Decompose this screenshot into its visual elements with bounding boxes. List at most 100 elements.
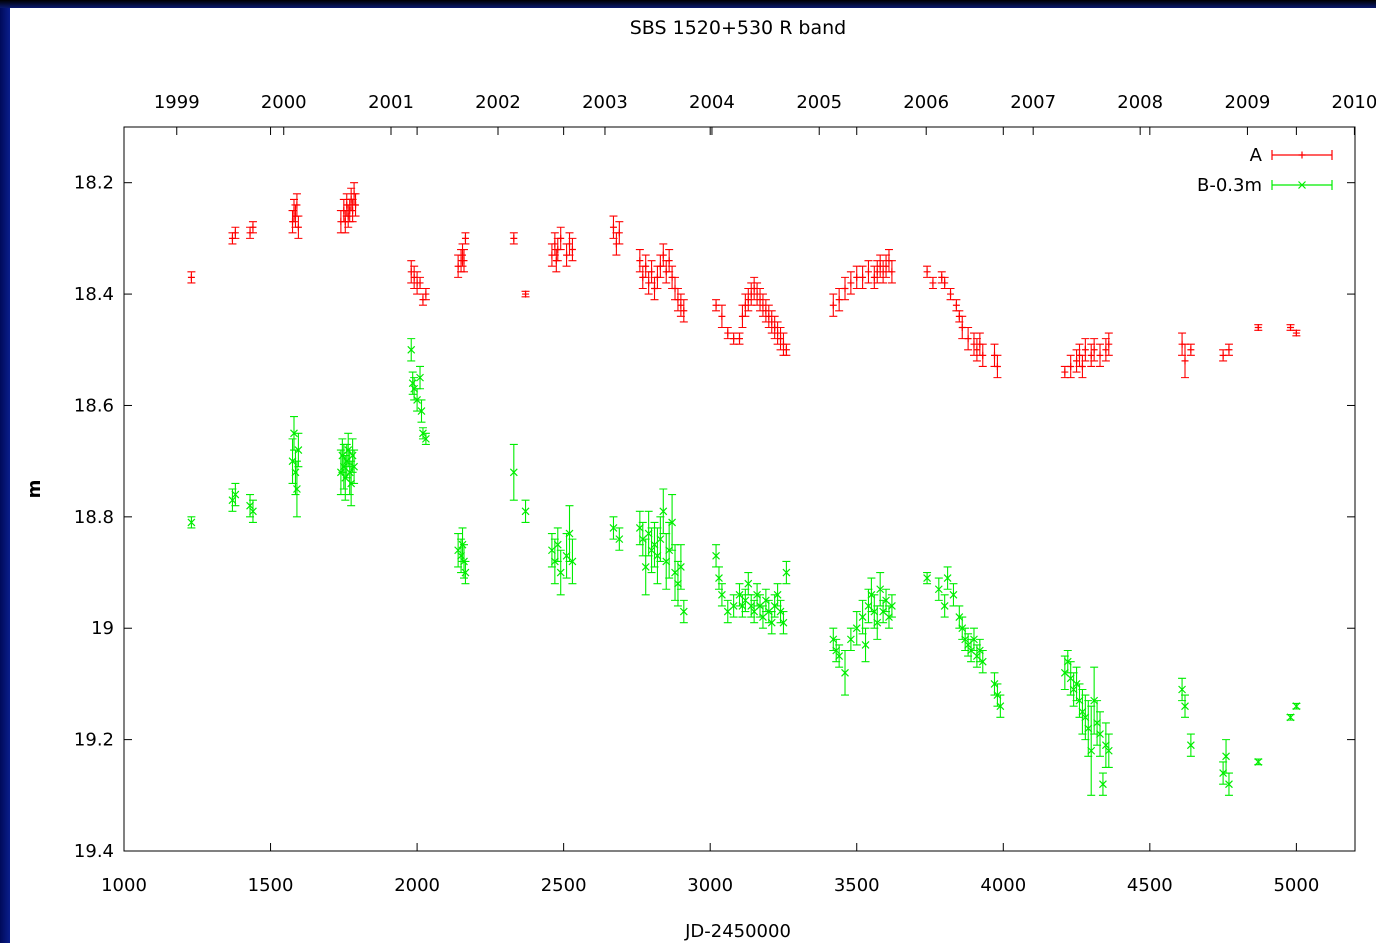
y-tick-label: 18.4 [74, 284, 114, 305]
series-a-point [557, 234, 565, 242]
series-a-point [290, 207, 298, 215]
series-a-point [636, 257, 644, 265]
series-a-point [293, 201, 301, 209]
series-a-point [929, 279, 937, 287]
series-a-point [680, 307, 688, 315]
series-b-point [978, 657, 987, 666]
series-a-point [1254, 323, 1262, 331]
series-a-point [970, 340, 978, 348]
series-b-point [858, 613, 867, 622]
plot-area: 1000 1500 2000 2500 3000 3500 4000 4500 5000 1999… [74, 92, 1376, 896]
series-b-point [408, 379, 417, 388]
series-b-point [457, 551, 465, 560]
series-a-point [993, 362, 1001, 370]
x2-tick-label: 2007 [1010, 92, 1056, 113]
series-a-point [665, 257, 673, 265]
x2-tick-label: 2002 [475, 92, 521, 113]
series-b-point [1292, 702, 1301, 711]
series-b-point [738, 602, 747, 610]
series-b-point [940, 602, 949, 610]
series-b-point [417, 407, 426, 415]
series-a-point [1181, 357, 1189, 365]
series-b-point [565, 529, 574, 538]
series-a-point [829, 301, 837, 309]
series-a-point [461, 234, 469, 242]
series-a-point [1102, 346, 1110, 354]
x2-tick-label: 2000 [261, 92, 307, 113]
series-a-point [1087, 351, 1095, 359]
top-frame-bar [0, 0, 1376, 8]
series-b-point [556, 568, 565, 577]
series-a-point [344, 212, 352, 220]
series-a-point [1081, 346, 1089, 354]
series-b-point [1225, 780, 1233, 789]
series-a-point [1287, 323, 1295, 331]
series-b-point [970, 635, 978, 644]
series-b-point [1104, 746, 1113, 755]
legend-marker [1298, 151, 1306, 159]
x2-tick-label: 2008 [1117, 92, 1163, 113]
legend-marker [1298, 181, 1306, 189]
series-a-point [422, 290, 430, 298]
series-a-point [615, 229, 623, 237]
x2-tick-label: 2006 [903, 92, 949, 113]
series-b-point [656, 535, 665, 544]
series-b-point [641, 563, 650, 571]
series-a-point [876, 262, 884, 270]
series-b-point [715, 574, 723, 583]
series-a-point [522, 290, 530, 298]
series-b-point [949, 590, 958, 599]
series-b-point [779, 618, 788, 627]
x-axis-label: JD-2450000 [684, 921, 791, 942]
series-a-point [859, 273, 867, 281]
series-b-point [832, 646, 841, 655]
series-a-point [249, 223, 257, 231]
series-b-point [887, 602, 896, 610]
series-b-point [231, 490, 240, 499]
series-a-point [566, 240, 574, 248]
series-a-point [747, 290, 755, 298]
series-a-point [1061, 368, 1069, 376]
y-tick-label: 18.6 [74, 395, 114, 416]
series-a-point [853, 273, 861, 281]
series-b-point [509, 468, 518, 477]
series-a-point [1096, 351, 1104, 359]
series-b-point [1069, 685, 1078, 694]
series-a-point [460, 257, 468, 265]
series-b-point [841, 668, 849, 677]
y-axis-label: m [24, 480, 45, 499]
series-a-point [941, 279, 949, 287]
x2-tick-label: 2003 [582, 92, 628, 113]
series-b-point [291, 468, 300, 477]
series-a-point [510, 234, 518, 242]
series-a-point [294, 223, 302, 231]
series-b-point [521, 507, 530, 516]
series-b-point [1093, 718, 1102, 727]
series-b-point [187, 518, 196, 527]
x2-tick-label: 2004 [689, 92, 735, 113]
x2-tick-label: 2005 [796, 92, 842, 113]
series-b-point [729, 602, 738, 610]
series-a-point [1090, 346, 1098, 354]
x2-tick-label: 2009 [1225, 92, 1271, 113]
series-b-point [870, 607, 879, 616]
series-b-point [961, 635, 970, 644]
series-b-point [1178, 685, 1186, 694]
series-a-point [952, 301, 960, 309]
series-a-point [609, 223, 617, 231]
series-b-point [228, 496, 237, 505]
series-b-point [835, 652, 844, 661]
legend-label: A [1250, 145, 1263, 166]
series-b-point [1101, 741, 1110, 750]
series-b-point [767, 618, 776, 627]
series-a-point [187, 273, 195, 281]
series-a-point [964, 335, 972, 343]
series-b-point [943, 574, 952, 583]
series-a-point [782, 346, 790, 354]
series-b-point [615, 535, 624, 544]
series-b-point [712, 551, 720, 560]
x-tick-label: 5000 [1273, 875, 1319, 896]
chart-background [10, 8, 1376, 943]
series-b-point [659, 507, 668, 516]
